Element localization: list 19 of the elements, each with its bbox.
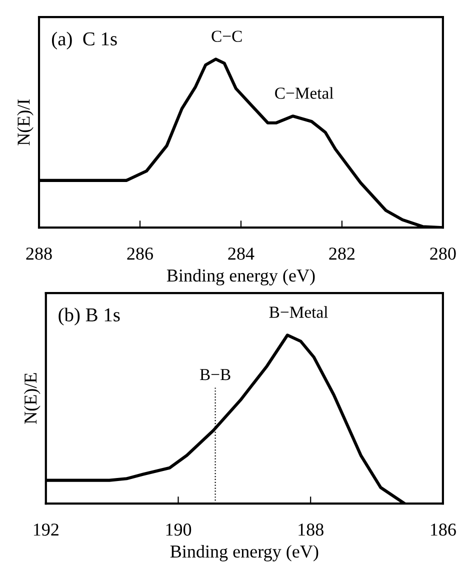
annotation: B−Metal <box>269 306 328 318</box>
y-axis-title: N(E)/E <box>24 373 40 424</box>
x-tick-label: 188 <box>298 524 324 536</box>
ref-line-label: B−B <box>200 369 230 380</box>
x-tick-label: 288 <box>26 248 52 260</box>
y-axis-title: N(E)/I <box>17 99 34 146</box>
x-tick-label: 286 <box>127 248 153 260</box>
x-tick-label: 186 <box>430 524 456 536</box>
x-tick-label: 284 <box>228 248 254 260</box>
x-tick-label: 190 <box>166 524 192 536</box>
chart-title: (a) C 1s <box>52 32 117 50</box>
x-axis-title: Binding energy (eV) <box>170 544 318 562</box>
x-tick-label: 282 <box>329 248 354 260</box>
x-axis-title: Binding energy (eV) <box>166 268 315 286</box>
annotation: C−C <box>212 30 242 42</box>
x-tick-label: 192 <box>34 524 58 536</box>
annotation: C−Metal <box>275 87 334 99</box>
x-tick-label: 280 <box>430 248 456 260</box>
chart-title: (b) B 1s <box>58 308 120 326</box>
